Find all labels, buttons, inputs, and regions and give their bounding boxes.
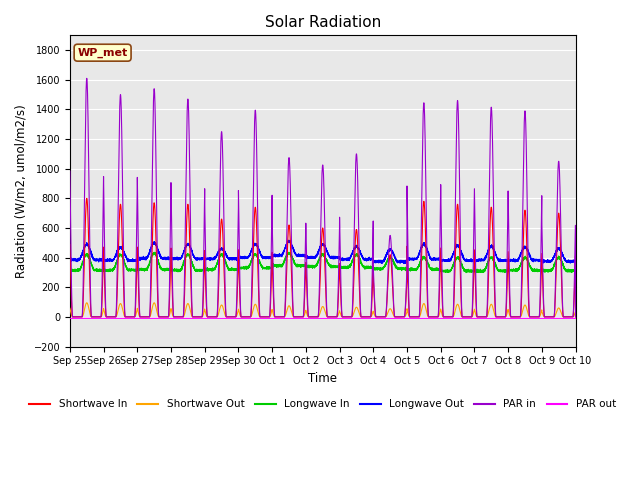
- Legend: Shortwave In, Shortwave Out, Longwave In, Longwave Out, PAR in, PAR out: Shortwave In, Shortwave Out, Longwave In…: [25, 396, 620, 414]
- Text: WP_met: WP_met: [77, 48, 128, 58]
- X-axis label: Time: Time: [308, 372, 337, 385]
- Title: Solar Radiation: Solar Radiation: [264, 15, 381, 30]
- Y-axis label: Radiation (W/m2, umol/m2/s): Radiation (W/m2, umol/m2/s): [15, 104, 28, 278]
